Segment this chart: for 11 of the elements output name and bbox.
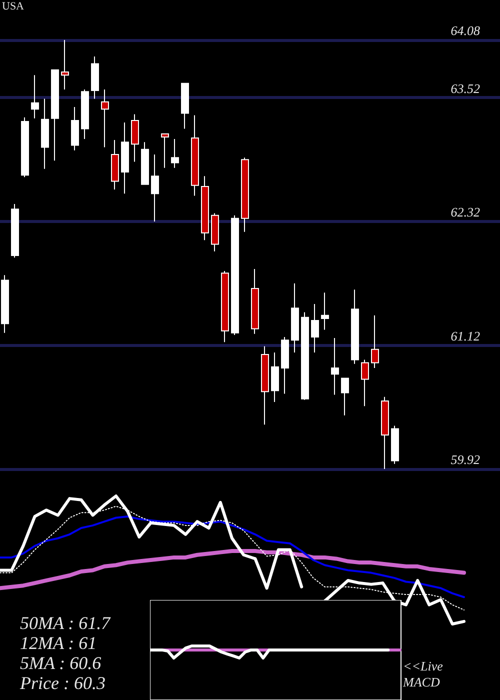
y-tick-label: 63.52	[450, 80, 480, 96]
y-tick-label: 59.92	[450, 452, 480, 467]
y-tick-label: 61.12	[450, 328, 480, 344]
text: <<Live MACD	[402, 658, 446, 690]
text: 12MA : 61	[20, 633, 97, 653]
annotation: 50MA : 61.7	[20, 613, 112, 633]
y-tick-label: 64.08	[450, 23, 480, 38]
text: Price : 60.3	[19, 673, 106, 693]
chart-title: USA	[2, 0, 24, 12]
y-tick-label: 62.32	[450, 204, 480, 220]
text: 5MA : 60.6	[20, 653, 102, 673]
